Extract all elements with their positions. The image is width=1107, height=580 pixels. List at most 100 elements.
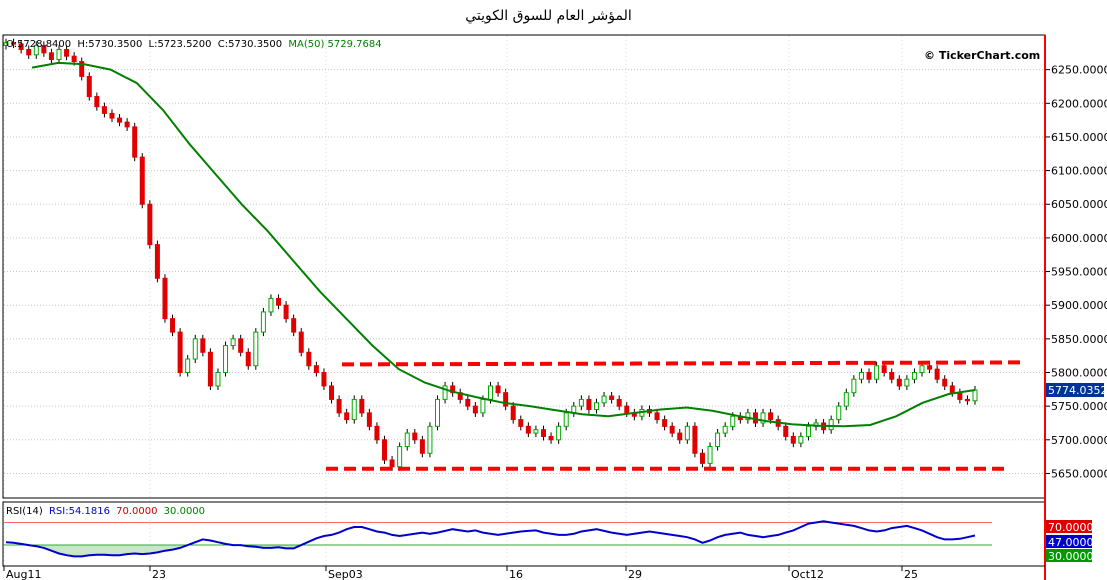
current-price-tag: [1046, 382, 1104, 397]
candle-down: [616, 398, 622, 407]
candle-up: [488, 385, 493, 400]
candle-down: [692, 425, 698, 454]
candle-down: [866, 371, 872, 380]
y-tick-label: 5900.0000: [1051, 299, 1107, 312]
candle-up: [904, 378, 910, 387]
x-tick-label: 16: [509, 568, 523, 580]
candle-down: [510, 405, 516, 421]
candle-down: [669, 425, 675, 434]
candle-down: [344, 412, 350, 421]
candle-down: [495, 385, 501, 394]
candle-down: [124, 121, 130, 128]
candle-down: [934, 368, 940, 380]
x-tick-label: Oct12: [791, 568, 824, 580]
candle-down: [117, 117, 123, 123]
candle-down: [942, 378, 948, 387]
candle-up: [745, 412, 751, 421]
candle-up: [260, 311, 266, 333]
candle-up: [435, 398, 441, 427]
candle-up: [684, 425, 690, 441]
candle-up: [442, 385, 448, 400]
candle-down: [245, 351, 251, 367]
x-tick-labels: Aug11 23 Sep03 16 29 Oct12 25: [3, 566, 918, 580]
candle-up: [563, 412, 569, 427]
candle-down: [132, 126, 138, 158]
candle-down: [329, 385, 335, 400]
candle-down: [313, 365, 319, 373]
candle-down: [518, 419, 524, 427]
ma-line: [31, 61, 976, 428]
candle-up: [760, 412, 766, 424]
candle-down: [927, 365, 933, 370]
candle-up: [851, 378, 857, 394]
y-tick-label: 6100.0000: [1051, 165, 1107, 178]
candle-down: [177, 331, 183, 373]
candle-down: [306, 351, 312, 367]
candle-down: [276, 297, 282, 306]
rsi-47-tag: [1046, 535, 1092, 548]
y-tick-label: 5750.0000: [1051, 400, 1107, 413]
candle-down: [298, 331, 304, 353]
y-tick-label: 5700.0000: [1051, 434, 1107, 447]
watermark: © TickerChart.com: [924, 49, 1040, 62]
candles: [3, 38, 978, 471]
candle-down: [291, 318, 297, 333]
rsi-upper-text: 70.0000: [116, 506, 157, 517]
ohlc-info: O:5728.8400 H:5730.3500 L:5723.5200 C:57…: [6, 39, 382, 50]
candle-down: [472, 405, 478, 414]
rsi-line: [5, 520, 976, 558]
candle-down: [86, 75, 92, 98]
x-tick-label: Aug11: [6, 568, 41, 580]
candle-down: [586, 398, 592, 411]
rsi-axis-30: 30.0000: [1048, 550, 1094, 563]
candle-up: [268, 297, 274, 313]
y-tick-label: 5950.0000: [1051, 266, 1107, 279]
x-tick-label: 25: [904, 568, 918, 580]
candle-up: [722, 425, 728, 434]
candle-down: [336, 398, 342, 414]
y-tick-label: 5650.0000: [1051, 467, 1107, 480]
candle-down: [101, 106, 107, 114]
candle-up: [798, 435, 804, 444]
candle-down: [18, 43, 24, 50]
ma-info: MA(50) 5729.7684: [288, 39, 381, 50]
candle-up: [836, 405, 842, 421]
candle-up: [828, 419, 834, 431]
candle-up: [805, 425, 811, 437]
candle-down: [790, 435, 796, 444]
candle-down: [321, 371, 327, 387]
candle-up: [556, 425, 562, 441]
candle-down: [412, 432, 418, 441]
candle-down: [654, 412, 660, 421]
candle-up: [730, 415, 736, 427]
candle-up: [230, 338, 236, 347]
candle-down: [677, 432, 683, 441]
y-tick-label: 5800.0000: [1051, 366, 1107, 379]
grid: [3, 36, 1044, 566]
candle-up: [427, 425, 433, 454]
candle-down: [79, 61, 85, 77]
x-tick-label: 29: [628, 568, 642, 580]
candle-up: [351, 398, 357, 421]
candle-down: [41, 44, 47, 54]
candle-down: [200, 338, 206, 353]
candle-down: [147, 203, 153, 246]
resistance-line: [341, 360, 1021, 367]
candle-up: [874, 365, 880, 380]
candle-down: [624, 405, 630, 414]
current-price-label: 5774.0352: [1048, 384, 1107, 397]
candle-up: [972, 389, 978, 402]
rsi-30-tag: [1046, 549, 1092, 562]
candle-up: [253, 331, 259, 367]
candle-up: [919, 365, 925, 373]
y-tick-label: 6250.0000: [1051, 64, 1107, 77]
candle-down: [71, 55, 77, 63]
candle-down: [48, 52, 54, 61]
candle-down: [419, 439, 425, 454]
y-tick-label: 6000.0000: [1051, 232, 1107, 245]
candle-down: [374, 425, 380, 441]
candle-down: [525, 425, 531, 434]
candle-down: [154, 244, 160, 279]
candle-up: [843, 392, 849, 407]
